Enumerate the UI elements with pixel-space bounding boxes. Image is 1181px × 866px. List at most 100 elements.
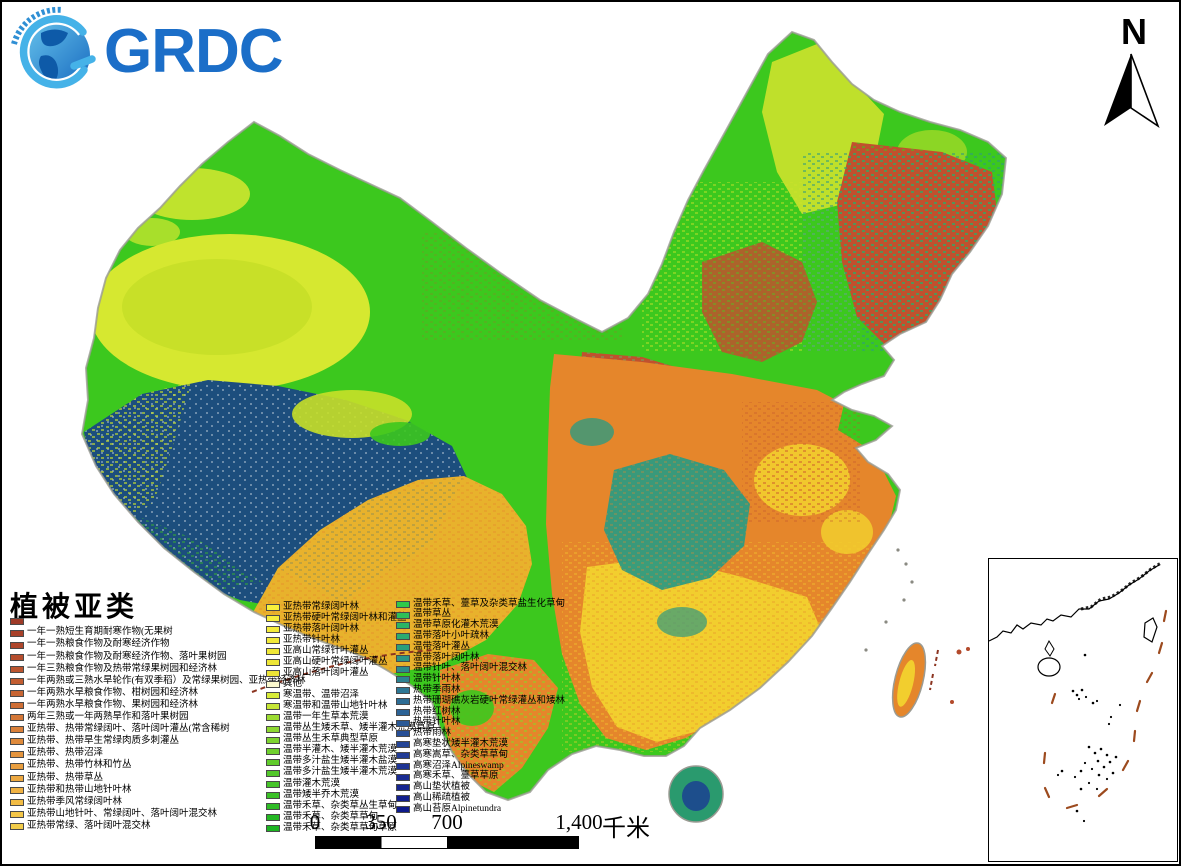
legend-item: 亚热带常绿、落叶阔叶混交林 — [10, 821, 306, 833]
legend-swatch — [266, 670, 280, 678]
scale-tick-label: 700 — [431, 810, 463, 834]
legend-item: 亚热带、热带竹林和竹丛 — [10, 760, 306, 772]
legend-swatch — [396, 698, 410, 706]
legend-item-label: 热带珊瑚礁灰岩硬叶常绿灌丛和矮林 — [413, 695, 566, 706]
legend-item — [10, 615, 306, 627]
legend-swatch — [396, 622, 410, 630]
legend-item-label: 温带多汁盐生矮半灌木荒漠 — [283, 767, 398, 778]
scale-tick-label: 0 — [309, 810, 321, 834]
legend-item: 亚热带针叶林 — [266, 635, 435, 646]
legend-swatch — [10, 823, 24, 831]
legend-item: 高寒垫状矮半灌木荒漠 — [396, 739, 565, 750]
legend-swatch — [10, 762, 24, 770]
legend-item-label: 亚高山硬叶常绿阔叶灌丛 — [283, 657, 388, 667]
legend-item: 温带落叶小叶疏林 — [396, 631, 565, 642]
taiwan-island — [891, 642, 927, 718]
legend-swatch — [266, 714, 280, 722]
legend-swatch — [10, 738, 24, 746]
legend-swatch — [10, 702, 24, 710]
legend-item: 亚热带、热带常绿阔叶、落叶阔叶灌丛(常含稀树 — [10, 724, 306, 736]
legend-item-label: 温带灌木荒漠 — [283, 778, 341, 789]
legend-item-label: 温带禾草、薹草及杂类草盐生化草甸 — [413, 598, 566, 609]
legend-item-label: 亚高山常绿针叶灌丛 — [283, 645, 369, 656]
legend-column-temperate: 亚热带常绿阔叶林 亚热带硬叶常绿阔叶林和灌丛 亚热带落叶阔叶林 亚热带针叶林 亚高山常绿… — [266, 602, 435, 834]
legend-item-label: 亚热带季风常绿阔叶林 — [27, 796, 123, 807]
legend-item-label: 亚热带针叶林 — [283, 634, 341, 645]
legend-item: 高寒嵩草、杂类草草甸 — [396, 750, 565, 761]
inset-taiwan — [1143, 617, 1158, 643]
legend-swatch — [266, 681, 280, 689]
legend-item-label: 温带草原化灌木荒漠 — [413, 620, 499, 631]
inset-island-dots — [1056, 653, 1122, 823]
legend-item: 一年两熟水旱粮食作物、果树园和经济林 — [10, 700, 306, 712]
legend-item-label: 一年两熟水旱粮食作物、果树园和经济林 — [27, 699, 199, 710]
legend-item: 温带丛生矮禾草、矮半灌木荒漠草原 — [266, 724, 435, 735]
legend-swatch — [10, 641, 24, 649]
legend-item-label: 高寒垫状矮半灌木荒漠 — [413, 739, 509, 749]
legend-item: 温带矮半乔木荒漠 — [266, 790, 435, 801]
legend-swatch — [266, 659, 280, 667]
legend-item-label: 一年两熟水旱粮食作物、柑树园和经济林 — [27, 687, 199, 698]
legend-swatch — [266, 802, 280, 810]
scale-bar: 0 350 700 1,400 千米 — [302, 810, 742, 860]
legend-item-label: 温带针叶、落叶阔叶混交林 — [413, 663, 528, 674]
legend-item-label: 亚热带、热带沼泽 — [27, 748, 104, 759]
legend-item: 温带禾草、杂类草丛生草甸 — [266, 801, 435, 812]
legend-item: 亚热带常绿阔叶林 — [266, 602, 435, 613]
legend-swatch — [396, 708, 410, 716]
legend-swatch — [266, 604, 280, 612]
legend-item-label: 一年一熟粮食作物及耐寒经济作物、落叶果树园 — [27, 651, 227, 662]
inset-coastline — [989, 564, 1160, 642]
legend-swatch — [266, 747, 280, 755]
legend-item: 一年一熟短生育期耐寒作物(无果树 — [10, 627, 306, 639]
legend-item-label: 寒温带、温带沼泽 — [283, 690, 360, 701]
inset-map-svg — [989, 561, 1168, 823]
legend-item-label: 温带丛生矮禾草、矮半灌木荒漠草原 — [283, 723, 436, 734]
hainan-island — [668, 765, 724, 823]
legend-item-label: 亚热带和热带山地针叶林 — [27, 784, 132, 795]
north-arrow-icon — [1104, 53, 1160, 129]
legend-item-label: 亚热带、热带旱生常绿肉质多刺灌丛 — [27, 736, 180, 747]
legend-item: 高山垫状植被 — [396, 783, 565, 794]
legend-swatch — [10, 665, 24, 673]
legend-item-label: 高山稀疏植被 — [413, 792, 471, 803]
legend-item: 一年两熟水旱粮食作物、柑树园和经济林 — [10, 688, 306, 700]
legend-swatch — [10, 798, 24, 806]
legend-item: 热带针叶林 — [396, 718, 565, 729]
inset-hainan — [1037, 657, 1061, 677]
legend-item: 温带灌木荒漠 — [266, 779, 435, 790]
legend-item: 一年一熟粮食作物及耐寒经济作物 — [10, 639, 306, 651]
legend-item-label: 热带针叶林 — [413, 717, 461, 728]
legend-item: 温带草丛 — [396, 610, 565, 621]
legend-item-label: 其他 — [283, 679, 303, 690]
legend-item-label: 一年一熟粮食作物及耐寒经济作物 — [27, 639, 170, 650]
legend-item: 高寒禾草、薹草草原 — [396, 772, 565, 783]
legend-item: 一年一熟粮食作物及耐寒经济作物、落叶果树园 — [10, 651, 306, 663]
legend-swatch — [396, 784, 410, 792]
legend-swatch — [10, 690, 24, 698]
inset-nine-dash-line — [1042, 609, 1168, 810]
legend-item: 热带雨林 — [396, 729, 565, 740]
legend-item: 亚热带季风常绿阔叶林 — [10, 796, 306, 808]
legend-item-label: 热带红树林 — [413, 706, 461, 717]
legend-item-label: 热带季雨林 — [413, 685, 461, 696]
legend-item-label: 温带半灌木、矮半灌木荒漠 — [283, 745, 398, 756]
legend-swatch — [266, 824, 280, 832]
legend-swatch — [396, 806, 410, 814]
legend-swatch — [266, 780, 280, 788]
legend-item: 温带一年生草本荒漠 — [266, 712, 435, 723]
legend-swatch — [396, 795, 410, 803]
legend-item: 亚热带山地针叶、常绿阔叶、落叶阔叶混交林 — [10, 809, 306, 821]
legend-swatch — [266, 637, 280, 645]
legend-item-label: 温带禾草、杂类草丛生草甸 — [283, 800, 398, 811]
legend-swatch — [396, 611, 410, 619]
legend-item-label: 高寒嵩草、杂类草草甸 — [413, 749, 509, 760]
legend-item: 温带针叶林 — [396, 675, 565, 686]
legend-item: 温带针叶、落叶阔叶混交林 — [396, 664, 565, 675]
grdc-logo-text: GRDC — [104, 17, 284, 86]
legend-swatch — [266, 648, 280, 656]
legend-item-label: 寒温带和温带山地针叶林 — [283, 701, 388, 712]
legend-item: 一年两熟或三熟水旱轮作(有双季稻）及常绿果树园、亚热带经济林 — [10, 675, 306, 687]
legend-swatch — [266, 692, 280, 700]
